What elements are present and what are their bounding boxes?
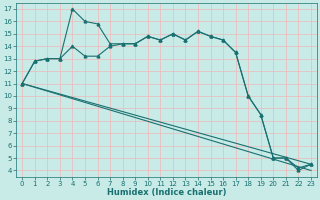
X-axis label: Humidex (Indice chaleur): Humidex (Indice chaleur) xyxy=(107,188,226,197)
